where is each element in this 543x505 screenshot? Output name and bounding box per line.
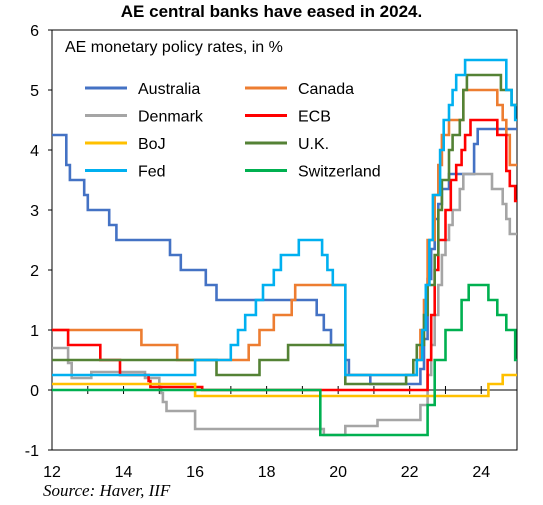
y-axis: -1 0 1 2 3 4 5 6: [25, 23, 52, 460]
series-lines: [52, 58, 517, 437]
x-tick-label: 24: [472, 464, 490, 481]
legend-label: Switzerland: [298, 164, 381, 181]
series-line-canada: [52, 88, 517, 377]
chart-title: AE central banks have eased in 2024.: [120, 2, 423, 21]
source-note: Source: Haver, IIF: [43, 481, 171, 500]
x-tick-label: 18: [258, 464, 276, 481]
plot-border: [51, 29, 518, 451]
y-tick-label: 5: [30, 83, 39, 100]
y-tick-label: 6: [30, 23, 39, 40]
y-tick-label: 2: [30, 263, 39, 280]
series-line-fed: [52, 58, 517, 377]
x-tick-label: 16: [186, 464, 204, 481]
x-axis: 12 14 16 18 20 22 24: [43, 386, 518, 481]
legend-label: BoJ: [138, 136, 166, 153]
x-tick-label: 20: [329, 464, 347, 481]
x-tick-label: 14: [115, 464, 133, 481]
legend-label: Canada: [298, 81, 354, 98]
y-tick-label: 4: [30, 143, 39, 160]
y-tick-label: 3: [30, 203, 39, 220]
legend-label: Denmark: [138, 109, 204, 126]
legend-label: Fed: [138, 164, 166, 181]
y-tick-label: -1: [25, 443, 39, 460]
series-line-australia: [52, 127, 517, 386]
x-tick-label: 12: [43, 464, 61, 481]
y-tick-label: 0: [30, 383, 39, 400]
series-line-u-k: [52, 73, 517, 386]
legend-label: U.K.: [298, 136, 329, 153]
series-line-boj: [52, 373, 517, 398]
legend-label: ECB: [298, 109, 331, 126]
x-tick-label: 22: [401, 464, 419, 481]
legend-label: Australia: [138, 81, 200, 98]
chart-subtitle: AE monetary policy rates, in %: [65, 39, 283, 56]
y-tick-label: 1: [30, 323, 39, 340]
series-line-switzerland: [52, 283, 517, 437]
legend: Australia Canada Denmark ECB BoJ U.K. Fed Switz…: [85, 81, 381, 181]
